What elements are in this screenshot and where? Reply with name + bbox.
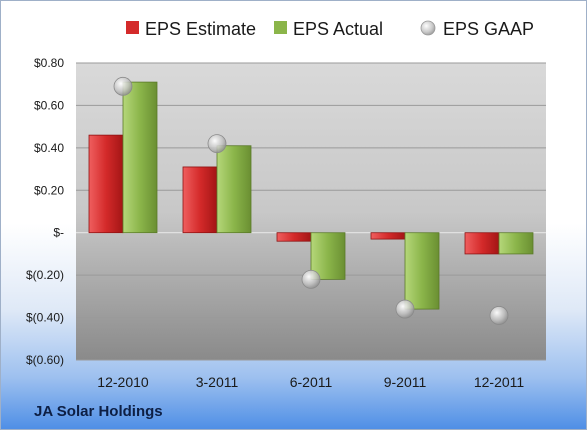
gaap-marker <box>489 306 509 325</box>
gaap-markers <box>113 76 509 325</box>
x-tick-label: 12-2011 <box>474 374 525 390</box>
bar-eps-actual <box>310 232 346 280</box>
x-tick-label: 9-2011 <box>384 374 427 390</box>
legend-label-estimate: EPS Estimate <box>145 19 256 39</box>
gaap-marker <box>395 299 415 319</box>
bar-eps-actual <box>122 81 158 234</box>
legend-swatch-gaap <box>420 20 436 36</box>
y-tick-label: $(0.40) <box>26 311 64 325</box>
x-tick-label: 12-2010 <box>97 374 149 390</box>
y-tick-label: $0.80 <box>34 56 64 70</box>
gaap-marker <box>207 134 227 154</box>
legend-swatch-actual <box>274 21 287 34</box>
y-tick-label: $(0.60) <box>26 353 64 367</box>
gaap-marker <box>113 76 133 96</box>
bars <box>88 81 534 310</box>
bar-eps-estimate <box>370 232 406 240</box>
y-tick-label: $0.20 <box>34 183 64 197</box>
y-axis-ticks: $0.80 $0.60 $0.40 $0.20 $- $(0.20) $(0.40) $(0.… <box>26 56 64 367</box>
bar-eps-estimate <box>182 166 218 234</box>
bar-eps-actual <box>216 145 252 234</box>
y-tick-label: $0.60 <box>34 98 64 112</box>
x-tick-label: 3-2011 <box>196 374 239 390</box>
gaap-marker <box>301 269 321 289</box>
x-tick-label: 6-2011 <box>290 374 333 390</box>
bar-eps-estimate <box>464 232 500 255</box>
bar-eps-estimate <box>88 134 124 234</box>
legend-swatch-estimate <box>126 21 139 34</box>
bar-eps-estimate <box>276 232 312 242</box>
legend: EPS Estimate EPS Actual EPS GAAP <box>126 19 534 39</box>
y-tick-label: $(0.20) <box>26 268 64 282</box>
y-tick-label: $- <box>53 226 64 240</box>
legend-label-gaap: EPS GAAP <box>443 19 534 39</box>
x-axis-ticks: 12-2010 3-2011 6-2011 9-2011 12-2011 <box>97 374 524 390</box>
bar-eps-actual <box>498 232 534 255</box>
bar-eps-actual <box>404 232 440 310</box>
legend-label-actual: EPS Actual <box>293 19 383 39</box>
y-tick-label: $0.40 <box>34 141 64 155</box>
company-name: JA Solar Holdings <box>34 403 163 420</box>
